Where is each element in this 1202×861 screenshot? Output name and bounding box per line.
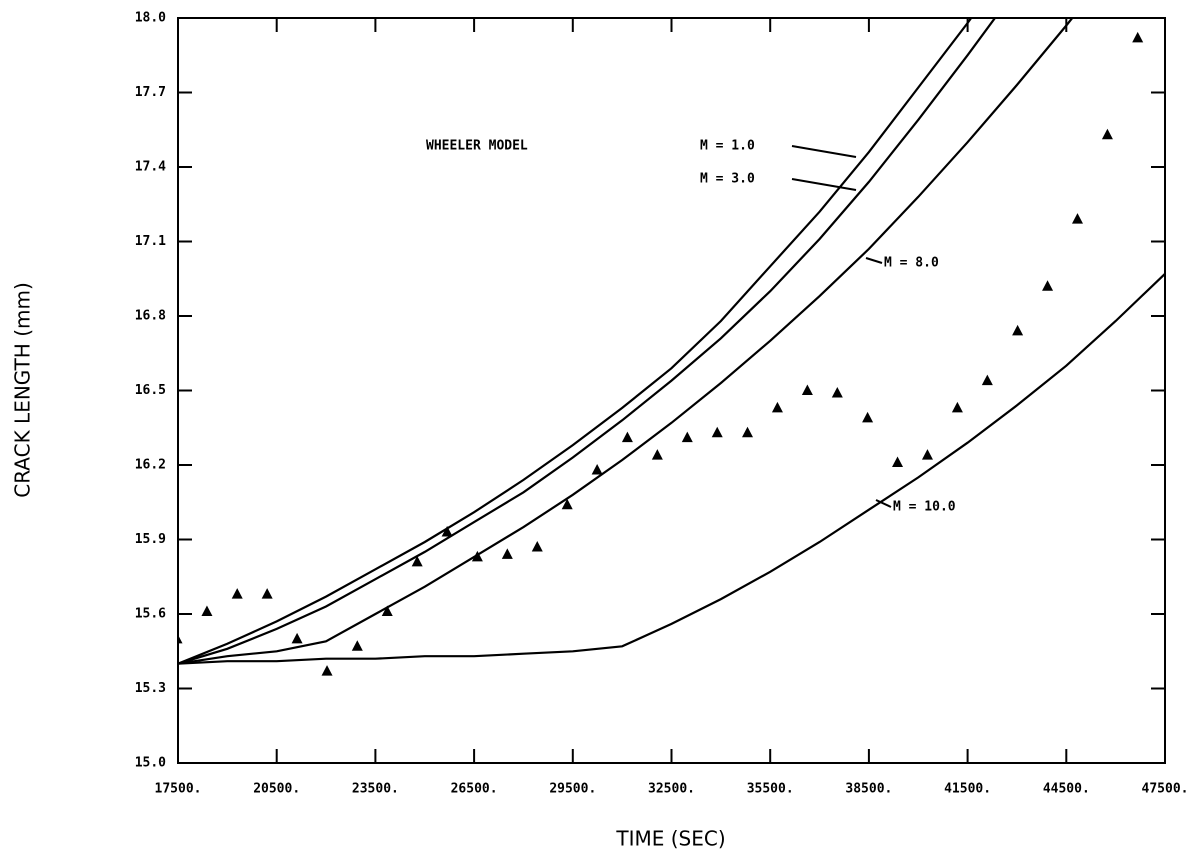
data-point <box>771 401 783 413</box>
annotation: WHEELER MODEL <box>426 139 528 154</box>
data-point <box>892 456 904 468</box>
curve-label: M = 1.0 <box>700 139 755 154</box>
y-tick-label: 15.9 <box>135 532 166 547</box>
data-point <box>411 555 423 567</box>
curve-label: M = 3.0 <box>700 172 755 187</box>
data-point <box>741 426 753 438</box>
data-point <box>381 605 393 617</box>
y-tick-label: 16.5 <box>135 383 166 398</box>
data-point <box>501 548 513 559</box>
data-point <box>231 588 243 599</box>
y-tick-label: 15.0 <box>135 756 166 771</box>
data-point <box>651 449 663 460</box>
x-axis-label: TIME (SEC) <box>615 827 725 851</box>
data-point <box>1101 128 1113 140</box>
data-point <box>261 588 273 599</box>
data-point <box>351 640 363 651</box>
data-point <box>291 632 303 644</box>
data-point <box>711 426 723 438</box>
x-tick-label: 47500. <box>1142 782 1189 797</box>
x-tick-label: 41500. <box>944 782 991 797</box>
label-leader <box>791 178 857 191</box>
plot-frame <box>177 17 1166 764</box>
label-leader <box>791 145 857 158</box>
data-point <box>321 665 333 676</box>
y-tick-label: 15.6 <box>135 607 166 622</box>
x-tick-label: 35500. <box>747 782 794 797</box>
data-point <box>1132 31 1144 43</box>
label-leader <box>865 257 883 264</box>
data-point <box>801 384 813 395</box>
x-tick-label: 17500. <box>155 782 202 797</box>
data-point <box>1071 213 1083 224</box>
x-tick-label: 20500. <box>253 782 300 797</box>
data-point <box>681 431 693 443</box>
data-point <box>591 463 603 475</box>
y-tick-label: 16.2 <box>135 458 166 473</box>
y-tick-label: 16.8 <box>135 309 166 324</box>
data-point <box>862 411 874 423</box>
data-point <box>178 634 183 644</box>
series-line <box>178 273 1165 665</box>
data-point <box>531 540 543 552</box>
data-point <box>831 386 843 398</box>
data-point <box>1012 324 1024 336</box>
x-tick-label: 23500. <box>352 782 399 797</box>
data-point <box>441 526 453 537</box>
data-point <box>981 374 993 386</box>
y-tick-label: 17.1 <box>135 234 166 249</box>
curve-label: M = 8.0 <box>884 256 939 271</box>
x-tick-label: 32500. <box>648 782 695 797</box>
y-tick-label: 17.4 <box>135 160 166 175</box>
series-line <box>178 18 973 665</box>
data-point <box>471 550 483 562</box>
y-tick-label: 15.3 <box>135 681 166 696</box>
y-tick-label: 17.7 <box>135 85 166 100</box>
data-point <box>921 449 933 460</box>
x-tick-label: 44500. <box>1043 782 1090 797</box>
curve-label: M = 10.0 <box>893 500 956 515</box>
data-point <box>951 401 963 413</box>
x-tick-label: 26500. <box>451 782 498 797</box>
data-point <box>201 605 213 617</box>
y-tick-label: 18.0 <box>135 11 166 26</box>
data-point <box>621 431 633 443</box>
data-point <box>561 498 573 510</box>
series-line <box>178 18 997 665</box>
data-point <box>1042 280 1054 291</box>
plot-area <box>178 18 1165 676</box>
label-leader <box>875 499 892 508</box>
y-axis-label: CRACK LENGTH (mm) <box>11 282 35 498</box>
x-tick-label: 38500. <box>845 782 892 797</box>
x-tick-label: 29500. <box>549 782 596 797</box>
series-line <box>178 18 1074 665</box>
